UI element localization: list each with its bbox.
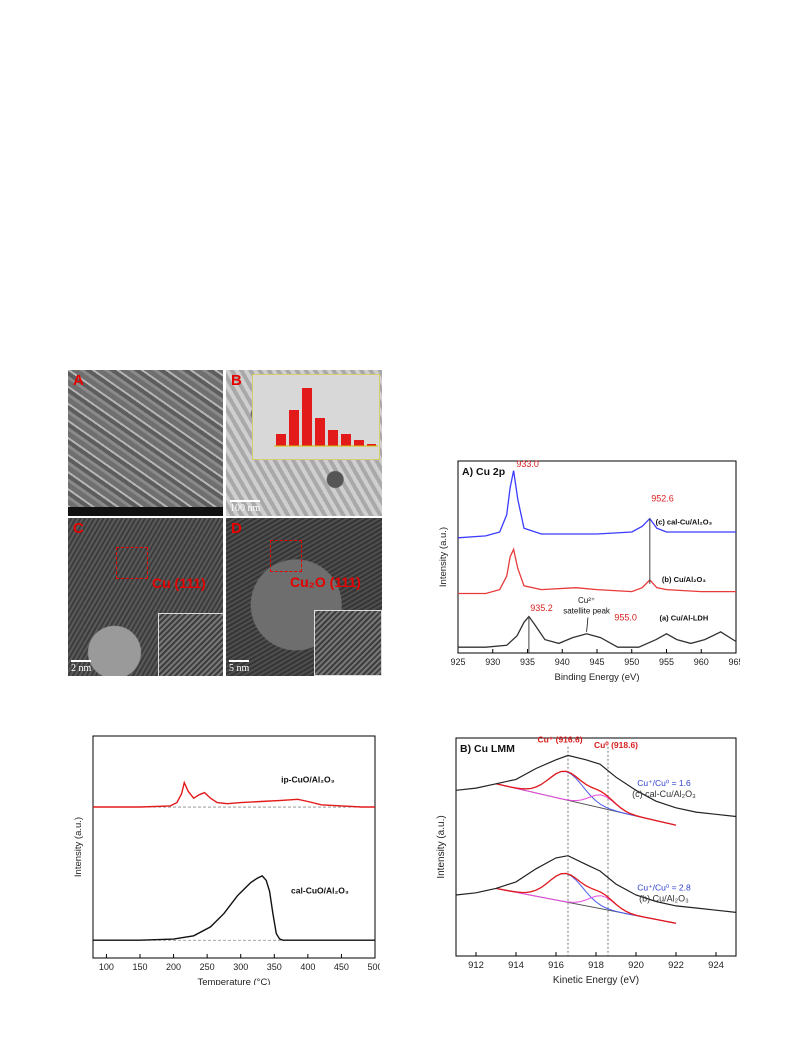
panel-label-d: D [231,520,242,537]
chart-title: A) Cu 2p [462,466,505,478]
x-tick-label: 400 [300,962,315,972]
peak-label: Cu⁰ (918.6) [594,740,638,750]
x-axis-label: Binding Energy (eV) [554,672,639,683]
series-label: (b) Cu/Al₂O₃ [662,575,706,584]
histogram-bar [276,434,286,446]
lattice-plane-label-c: Cu (111) [152,575,206,591]
x-tick-label: 965 [728,657,740,667]
sem-image-a: A [68,370,223,516]
y-axis-label: Intensity (a.u.) [438,527,449,587]
plot-frame [455,737,737,957]
x-tick-label: 920 [628,960,644,971]
series-line [93,875,375,941]
tem-image-b: B 100 nm [226,370,382,516]
x-tick-label: 300 [233,962,248,972]
x-tick-label: 350 [267,962,282,972]
plot-frame [457,460,737,654]
scale-bar-d: 5 nm [229,660,249,674]
panel-label-a: A [73,372,84,389]
x-tick-label: 935 [520,657,535,667]
series-label: cal-CuO/Al₂O₃ [291,886,349,896]
hrtem-image-c: C Cu (111) 2 nm [68,518,223,676]
x-tick-label: 950 [624,657,639,667]
series-line [455,754,737,818]
x-tick-label: 500 [367,962,380,972]
lattice-inset-c [158,613,223,676]
series-line [455,855,737,913]
tem-image-grid: A B 100 nm C Cu (111) 2 nm [68,370,382,676]
tpr-chart: 100 150 200 250 300 350 400 450 500 Temperature (… [73,735,380,985]
histogram-bar [302,388,312,446]
series-line [458,547,736,595]
selection-box [270,540,302,572]
lattice-inset-d [314,610,382,676]
series-label: (a) Cu/Al-LDH [660,613,709,622]
fit-envelope [495,770,677,826]
x-tick-label: 924 [708,960,724,971]
series-label: (b) Cu/Al₂O₃ [639,894,689,904]
x-tick-label: 945 [589,657,604,667]
scale-bar-c: 2 nm [71,660,91,674]
y-axis-label: Intensity (a.u.) [436,815,447,878]
lattice-plane-label-d: Cu₂O (111) [290,574,361,590]
series-label: (c) cal-Cu/Al₂O₃ [656,517,713,526]
selection-box [116,547,148,579]
x-tick-label: 150 [132,962,147,972]
chart-title: B) Cu LMM [460,743,515,755]
x-axis-label: Temperature (°C) [198,977,271,985]
xaes-cu-lmm-chart: 912 914 916 918 920 922 924 Kinetic Energy (eV)… [436,734,737,986]
peak-label: 933.0 [516,459,539,469]
histogram-bar [354,440,364,446]
histogram-bar [367,444,376,446]
x-tick-label: 200 [166,962,181,972]
annotation-label: satellite peak [563,607,611,616]
x-tick-label: 450 [334,962,349,972]
particle-size-histogram-inset [252,374,380,460]
ratio-label: Cu⁺/Cu⁰ = 1.6 [637,778,691,788]
hrtem-image-d: D Cu₂O (111) 5 nm [226,518,382,676]
x-tick-label: 916 [548,960,564,971]
histogram-bar [328,430,338,446]
peak-label: 955.0 [614,612,637,622]
x-tick-label: 250 [200,962,215,972]
series-line [457,470,736,539]
plot-frame [92,735,376,959]
x-tick-label: 914 [508,960,524,971]
histogram-bar [315,418,325,446]
series-line [458,615,737,648]
series-line [93,780,375,808]
x-tick-label: 955 [659,657,674,667]
x-tick-label: 100 [99,962,114,972]
x-tick-label: 960 [694,657,709,667]
y-axis-label: Intensity (a.u.) [73,817,84,877]
x-axis-label: Kinetic Energy (eV) [553,975,639,986]
scale-bar-b: 100 nm [230,500,260,514]
x-tick-label: 940 [555,657,570,667]
panel-label-c: C [73,520,84,537]
histogram-bar [341,434,351,446]
x-tick-label: 925 [450,657,465,667]
series-label: ip-CuO/Al₂O₃ [281,775,335,785]
peak-label: Cu⁺ (916.6) [537,734,582,744]
annotation-arrow [586,617,589,632]
panel-label-b: B [231,372,242,389]
x-tick-label: 918 [588,960,604,971]
xps-cu2p-chart: 925 930 935 940 945 950 955 960 965 Binding Energ… [438,459,740,683]
peak-label: 935.2 [530,603,553,613]
x-tick-label: 922 [668,960,684,971]
x-tick-label: 930 [485,657,500,667]
ratio-label: Cu⁺/Cu⁰ = 2.8 [637,883,691,893]
x-tick-label: 912 [468,960,484,971]
annotation-label: Cu²⁺ [578,596,595,605]
peak-label: 952.6 [651,493,674,503]
series-label: (c) cal-Cu/Al₂O₃ [632,789,696,799]
histogram-bar [289,410,299,446]
fit-envelope [495,872,677,924]
